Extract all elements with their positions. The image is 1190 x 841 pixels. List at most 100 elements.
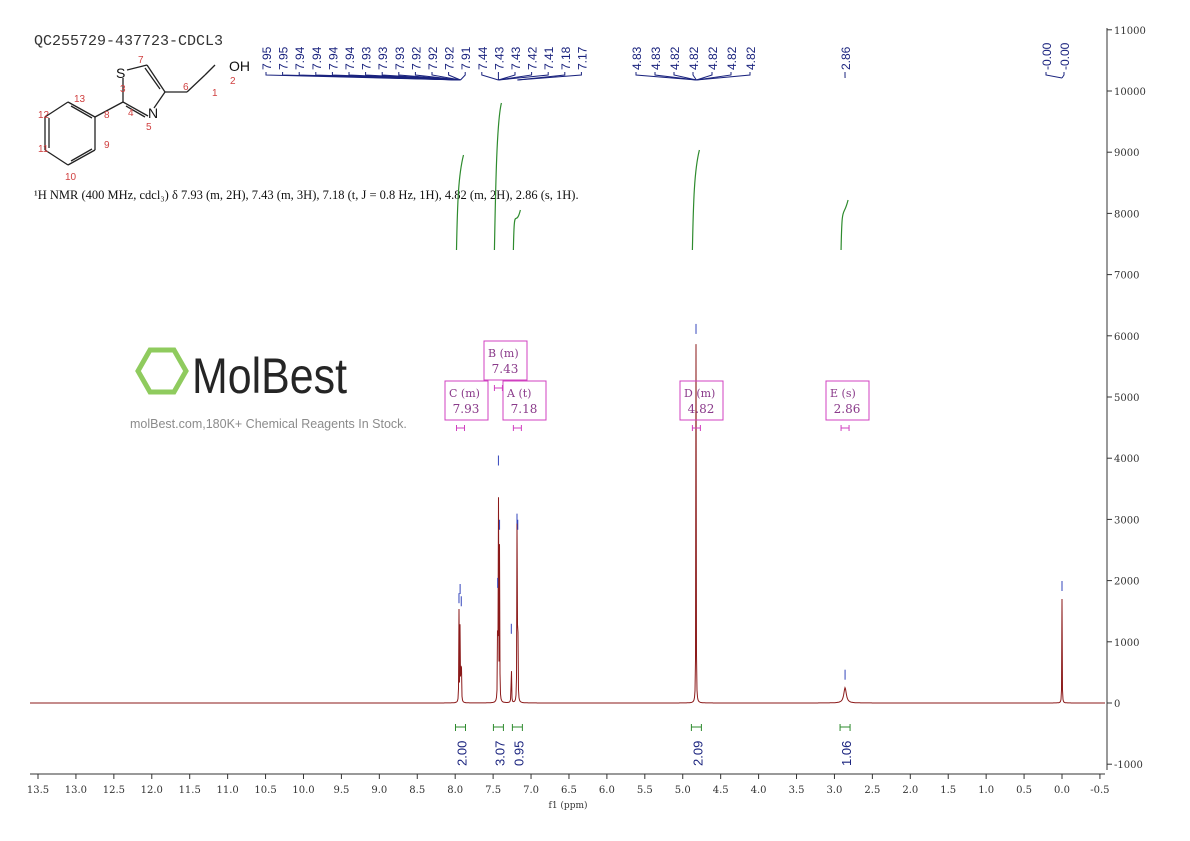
peak-label: 7.43 [492,46,506,70]
peak-label: 7.93 [393,46,407,70]
atom-number: 11 [38,144,49,155]
integral-curve [691,149,700,251]
x-tick-label: 3.5 [789,785,805,796]
x-tick-label: 12.5 [103,785,125,796]
atom-number: 2 [230,76,236,87]
x-tick-label: 4.5 [713,785,729,796]
peak-label: 4.82 [744,46,758,70]
peak-label-connector [696,72,751,81]
x-tick-label: 5.5 [637,785,653,796]
x-tick-label: 7.0 [523,785,539,796]
peak-label: -0.00 [1058,42,1072,70]
x-tick-label: 0.5 [1016,785,1032,796]
atom-number: 4 [128,108,134,119]
y-tick-label: 7000 [1114,271,1139,282]
multiplet-box [679,380,724,421]
watermark-logo: MolBest [192,348,347,404]
multiplet-id: B [488,347,496,360]
x-tick-label: 7.5 [485,785,501,796]
peak-label-connector [448,72,461,81]
y-tick-label: 9000 [1114,148,1139,159]
peak-label-connector [431,72,461,81]
multiplet-label: D (m) [684,387,715,400]
x-tick-label: 13.5 [27,785,49,796]
peak-label: 7.95 [277,46,291,70]
multiplet-shift: 7.18 [511,402,538,416]
peak-label: 7.94 [326,46,340,70]
y-tick-label: 0 [1114,699,1120,710]
structure-atoms: S N OH [116,58,250,121]
nmr-description: ¹H NMR (400 MHz, cdcl₃) δ 7.93 (m, 2H), … [34,188,579,202]
x-tick-label: 12.0 [141,785,163,796]
multiplet-box [483,340,528,381]
peak-label: 4.83 [630,46,644,70]
x-tick-label: 6.5 [561,785,577,796]
integral-bracket [492,724,504,731]
atom-number: 7 [138,55,144,66]
peak-label: 2.86 [839,46,853,70]
peak-label-connector [635,72,697,81]
peak-label: 7.43 [509,46,523,70]
x-tick-label: 13.0 [65,785,87,796]
peak-label: 4.82 [725,46,739,70]
y-tick-label: 4000 [1114,454,1139,465]
integral-value: 0.95 [511,741,526,766]
multiplet-id: D [684,387,693,400]
peak-label: 4.82 [668,46,682,70]
peak-label-connector [398,72,461,81]
peak-label: 7.92 [443,46,457,70]
x-tick-label: 5.0 [675,785,691,796]
peak-label-connector [481,72,499,81]
peak-label: 4.83 [649,46,663,70]
atom-number: 13 [74,94,86,105]
x-tick-label: 11.0 [216,785,238,796]
integral-bracket [839,724,851,731]
atom-number: 6 [183,82,189,93]
multiplet-box [444,380,489,421]
atom-s: S [116,65,125,81]
integral-bracket [690,724,702,731]
integral-value: 3.07 [492,741,507,766]
multiplet-shift: 7.93 [453,402,480,416]
peak-label: 7.94 [293,46,307,70]
peak-label: 7.41 [542,46,556,70]
multiplet-type: (t) [518,387,531,400]
peak-label-connector [1061,72,1065,79]
x-tick-label: 4.0 [751,785,767,796]
multiplet-id: E [830,387,838,400]
peak-label: 7.94 [310,46,324,70]
x-axis-label: f1 (ppm) [549,800,588,811]
integral-curve [493,102,503,251]
multiplet-shift: 2.86 [834,402,861,416]
atom-n: N [148,105,158,121]
peak-label-connector [696,72,732,81]
atom-number: 10 [65,172,77,183]
peak-label-connector [696,72,713,81]
x-tick-label: 8.5 [409,785,425,796]
peak-label-connector [498,72,549,81]
sample-title: QC255729-437723-CDCL3 [34,33,224,50]
multiplet-type: (m) [696,387,715,400]
multiplet-label: A (t) [506,387,531,400]
y-tick-label: 8000 [1114,209,1139,220]
x-tick-label: 10.0 [292,785,314,796]
peak-label-connector [498,72,516,81]
multiplet-range [455,425,465,431]
peak-label: 7.44 [476,46,490,70]
spectrum-line [30,344,1105,704]
x-tick-label: 8.0 [447,785,463,796]
x-tick-label: 0.0 [1054,785,1070,796]
peak-label: 7.18 [559,46,573,70]
peak-label-connector [673,72,697,81]
x-tick-label: 11.5 [179,785,201,796]
atom-number: 9 [104,140,110,151]
x-tick-label: 2.5 [864,785,880,796]
integral-curve [840,199,849,251]
x-tick-label: -0.5 [1090,785,1109,796]
multiplet-label: E (s) [830,387,856,400]
y-tick-label: -1000 [1114,760,1143,771]
integral-curve [512,209,521,251]
multiplet-type: (s) [842,387,856,400]
